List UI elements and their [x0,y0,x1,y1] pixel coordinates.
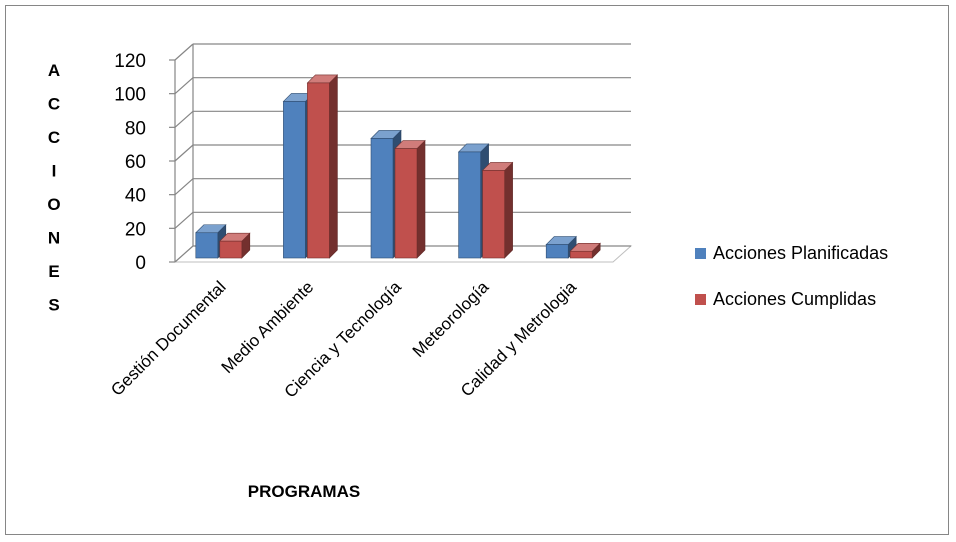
gridline-diagonal [174,77,194,95]
y-tick-label: 80 [125,118,146,139]
y-axis-label-letter: O [47,195,60,214]
gridline-diagonal [174,110,194,128]
bar-cumplidas [306,74,339,259]
chart-frame [5,5,949,535]
y-axis-label-letter: S [48,296,59,315]
y-tick-label: 60 [125,152,146,173]
bar-cumplidas [394,139,426,259]
y-axis-label-letter: E [48,262,59,281]
y-axis-label-letter: N [48,229,60,248]
gridline-diagonal [174,211,194,229]
y-axis-ticks: 0 20 40 60 80 100 120 [114,51,146,274]
y-tick-label: 0 [135,253,146,274]
y-tick-label: 20 [125,219,146,240]
legend-swatch [695,294,706,305]
y-axis-label-letter: C [48,128,60,147]
bar-cumplidas [219,232,251,259]
legend-label: Acciones Planificadas [713,243,888,263]
y-tick-label: 40 [125,186,146,207]
x-tick-label: Gestión Documental [107,277,229,399]
gridline-diagonal [174,178,194,196]
y-axis-label-letter: C [48,95,60,114]
gridline-diagonal [174,144,194,162]
y-tick-label: 100 [114,85,146,106]
legend-swatch [695,248,706,259]
legend-item: Acciones Planificadas [695,243,888,263]
y-axis-label-letter: I [52,162,57,181]
legend-item: Acciones Cumplidas [695,289,876,309]
gridline-diagonal [174,245,194,263]
y-axis-label-letter: A [48,61,60,80]
bars [195,74,601,259]
gridline-diagonal [174,43,194,61]
legend: Acciones Planificadas Acciones Cumplidas [695,243,888,309]
y-tick-label: 120 [114,51,146,72]
legend-label: Acciones Cumplidas [713,289,876,309]
bar-cumplidas [569,242,601,259]
x-tick-label: Meteorología [409,277,493,361]
x-tick-label: Medio Ambiente [218,277,318,377]
x-axis-label: PROGRAMAS [248,482,360,501]
bar-planificadas [545,235,577,259]
bar-cumplidas [481,161,514,259]
